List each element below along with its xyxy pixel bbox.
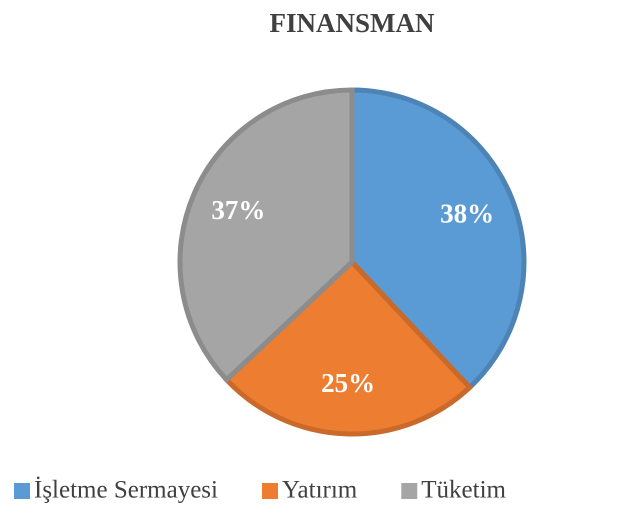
pie-slice [349,87,527,391]
legend-swatch [261,483,278,499]
data-label: 25% [321,368,375,398]
pie-slice [177,87,355,384]
data-label: 38% [440,199,494,229]
legend-label: Yatırım [282,477,358,504]
chart-title: FINANSMAN [270,8,435,38]
legend-label: İşletme Sermayesi [34,477,218,504]
pie-slice [223,258,474,437]
data-label: 37% [211,195,265,225]
legend-swatch [401,483,418,499]
legend-label: Tüketim [421,477,506,504]
legend-swatch [14,483,30,499]
